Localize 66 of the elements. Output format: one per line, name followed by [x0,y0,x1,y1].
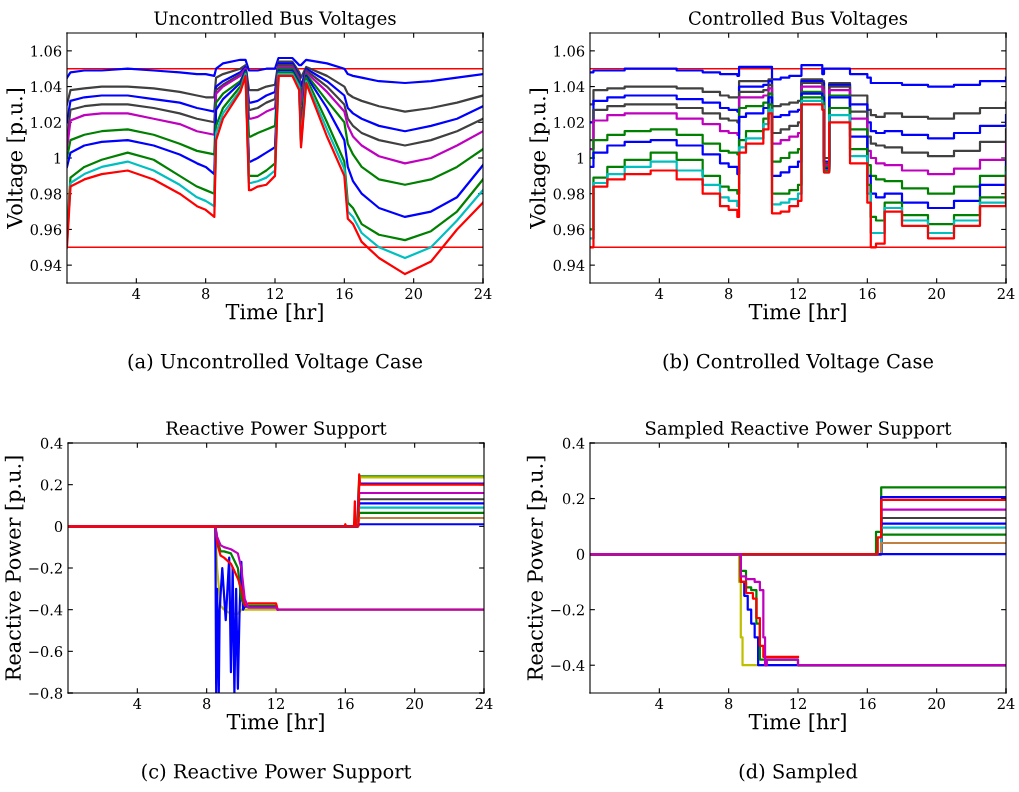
y-tick-label: 1.06 [554,45,585,57]
x-tick-label: 24 [475,698,493,709]
y-tick-label: 1 [577,152,584,164]
y-axis-title: Reactive Power [p.u.] [526,456,547,681]
y-tick-label: 1.04 [554,81,585,93]
text: (d) Sampled [739,763,858,783]
x-tick-label: 8 [203,698,211,710]
y-tick-label: 0.98 [553,188,585,200]
y-tick-label: 0.4 [562,437,585,449]
y-tick-label: −0.8 [29,687,63,699]
x-tick-label: 12 [268,698,284,709]
x-tick-label: 16 [859,698,876,710]
x-tick-label: 12 [790,288,806,299]
x-tick-label: 20 [406,698,423,710]
x-tick-label: 8 [725,288,733,300]
text: (a) Uncontrolled Voltage Case [128,353,423,373]
y-tick-label: −0.2 [551,604,584,616]
chart-title: Uncontrolled Bus Voltages [154,10,396,29]
x-tick-label: 24 [997,698,1015,709]
y-tick-label: 0.2 [562,493,584,505]
x-tick-label: 4 [655,288,664,299]
x-tick-label: 4 [132,288,141,299]
x-tick-label: 4 [133,698,142,709]
x-tick-label: 24 [997,288,1015,299]
x-axis-title: Time [hr] [748,713,846,732]
x-tick-label: 4 [655,698,664,709]
y-tick-label: 1.02 [31,117,61,129]
x-tick-label: 20 [928,698,945,710]
y-tick-label: 0.94 [30,259,62,271]
text: (b) Controlled Voltage Case [663,353,934,373]
y-tick-label: −0.4 [29,604,63,616]
x-tick-label: 16 [337,698,354,710]
y-axis-title: Voltage [p.u.] [529,88,550,230]
x-tick-label: 16 [336,288,353,300]
y-tick-label: 1.06 [31,45,62,57]
y-tick-label: 0.96 [553,224,585,236]
y-tick-label: 0 [54,521,63,533]
y-tick-label: −0.2 [29,562,62,574]
x-tick-label: 20 [405,288,422,300]
x-tick-label: 8 [202,288,210,300]
x-tick-label: 20 [928,288,945,300]
y-tick-label: 0.4 [40,437,63,449]
y-tick-label: 1.04 [31,81,62,93]
y-tick-label: 0.94 [553,259,585,271]
x-axis-title: Time [hr] [748,303,846,322]
x-tick-label: 16 [859,288,876,300]
chart-title: Reactive Power Support [166,421,387,439]
x-axis-title: Time [hr] [225,303,323,322]
x-tick-label: 12 [267,288,283,299]
y-axis-title: Reactive Power [p.u.] [4,456,25,681]
y-tick-label: 1.02 [554,117,584,129]
y-tick-label: −0.4 [551,659,585,671]
chart-title: Controlled Bus Voltages [688,10,908,29]
y-tick-label: 0.96 [30,224,62,236]
y-tick-label: 0.98 [30,188,62,200]
x-tick-label: 24 [474,288,492,299]
text: (c) Reactive Power Support [142,763,412,783]
y-tick-label: 1 [54,152,61,164]
x-axis-title: Time [hr] [226,713,324,732]
y-axis-title: Voltage [p.u.] [6,88,27,230]
y-tick-label: −0.6 [29,646,63,658]
chart-title: Sampled Reactive Power Support [645,420,952,439]
y-tick-label: 0 [576,548,585,560]
x-tick-label: 12 [790,698,806,709]
y-tick-label: 0.2 [40,479,62,491]
x-tick-label: 8 [725,698,733,710]
